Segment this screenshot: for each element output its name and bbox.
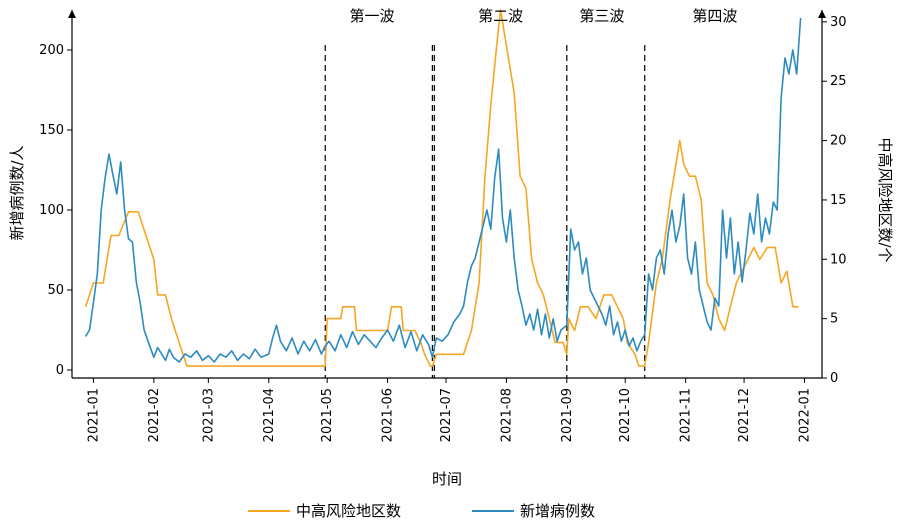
x-tick-label: 2021-08	[499, 388, 514, 442]
x-axis-title: 时间	[432, 470, 462, 488]
y-left-tick-label: 0	[56, 363, 64, 378]
y-left-tick-label: 200	[39, 43, 64, 58]
y-right-tick-label: 10	[830, 252, 847, 267]
legend: 中高风险地区数 新增病例数	[248, 502, 595, 520]
wave-dividers	[324, 45, 646, 378]
y-axis-right-arrow	[818, 10, 826, 18]
series-line-new-cases	[84, 17, 802, 363]
y-right-tick-label: 30	[830, 15, 847, 30]
y-left-tick-label: 150	[39, 123, 64, 138]
axes: 0 50 100 150 200 0 5 10 15 20 25 30 2021-01 2021-02 20…	[39, 10, 847, 442]
x-tick-label: 2021-10	[618, 388, 633, 442]
wave-label: 第二波	[478, 7, 523, 25]
legend-label-risk-areas: 中高风险地区数	[296, 502, 401, 520]
x-tick-label: 2021-12	[737, 388, 752, 442]
x-tick-label: 2021-07	[439, 388, 454, 442]
y-right-tick-label: 20	[830, 134, 847, 149]
x-tick-label: 2021-04	[262, 388, 277, 442]
x-tick-label: 2021-06	[381, 388, 396, 442]
wave-label: 第三波	[579, 7, 624, 25]
x-tick-label: 2021-01	[86, 388, 101, 442]
y-right-tick-label: 5	[830, 312, 838, 327]
wave-labels: 第一波 第二波 第三波 第四波	[349, 7, 737, 25]
y-left-tick-label: 50	[47, 283, 64, 298]
x-tick-label: 2021-05	[320, 388, 335, 442]
series-line-risk-areas	[84, 9, 799, 367]
x-tick-label: 2021-09	[560, 388, 575, 442]
legend-label-new-cases: 新增病例数	[520, 502, 595, 520]
y-axis-left-title: 新增病例数/人	[8, 145, 26, 240]
x-tick-label: 2022-01	[797, 388, 812, 442]
wave-label: 第四波	[692, 7, 737, 25]
y-right-tick-label: 0	[830, 371, 838, 386]
y-right-tick-label: 25	[830, 74, 847, 89]
wave-label: 第一波	[349, 7, 394, 25]
x-tick-label: 2021-03	[201, 388, 216, 442]
y-axis-left-arrow	[68, 10, 76, 18]
x-tick-label: 2021-02	[147, 388, 162, 442]
x-tick-label: 2021-11	[679, 388, 694, 442]
series-lines	[84, 9, 802, 367]
y-axis-right-title: 中高风险地区数/个	[876, 137, 894, 262]
y-left-tick-label: 100	[39, 203, 64, 218]
y-right-tick-label: 15	[830, 193, 847, 208]
